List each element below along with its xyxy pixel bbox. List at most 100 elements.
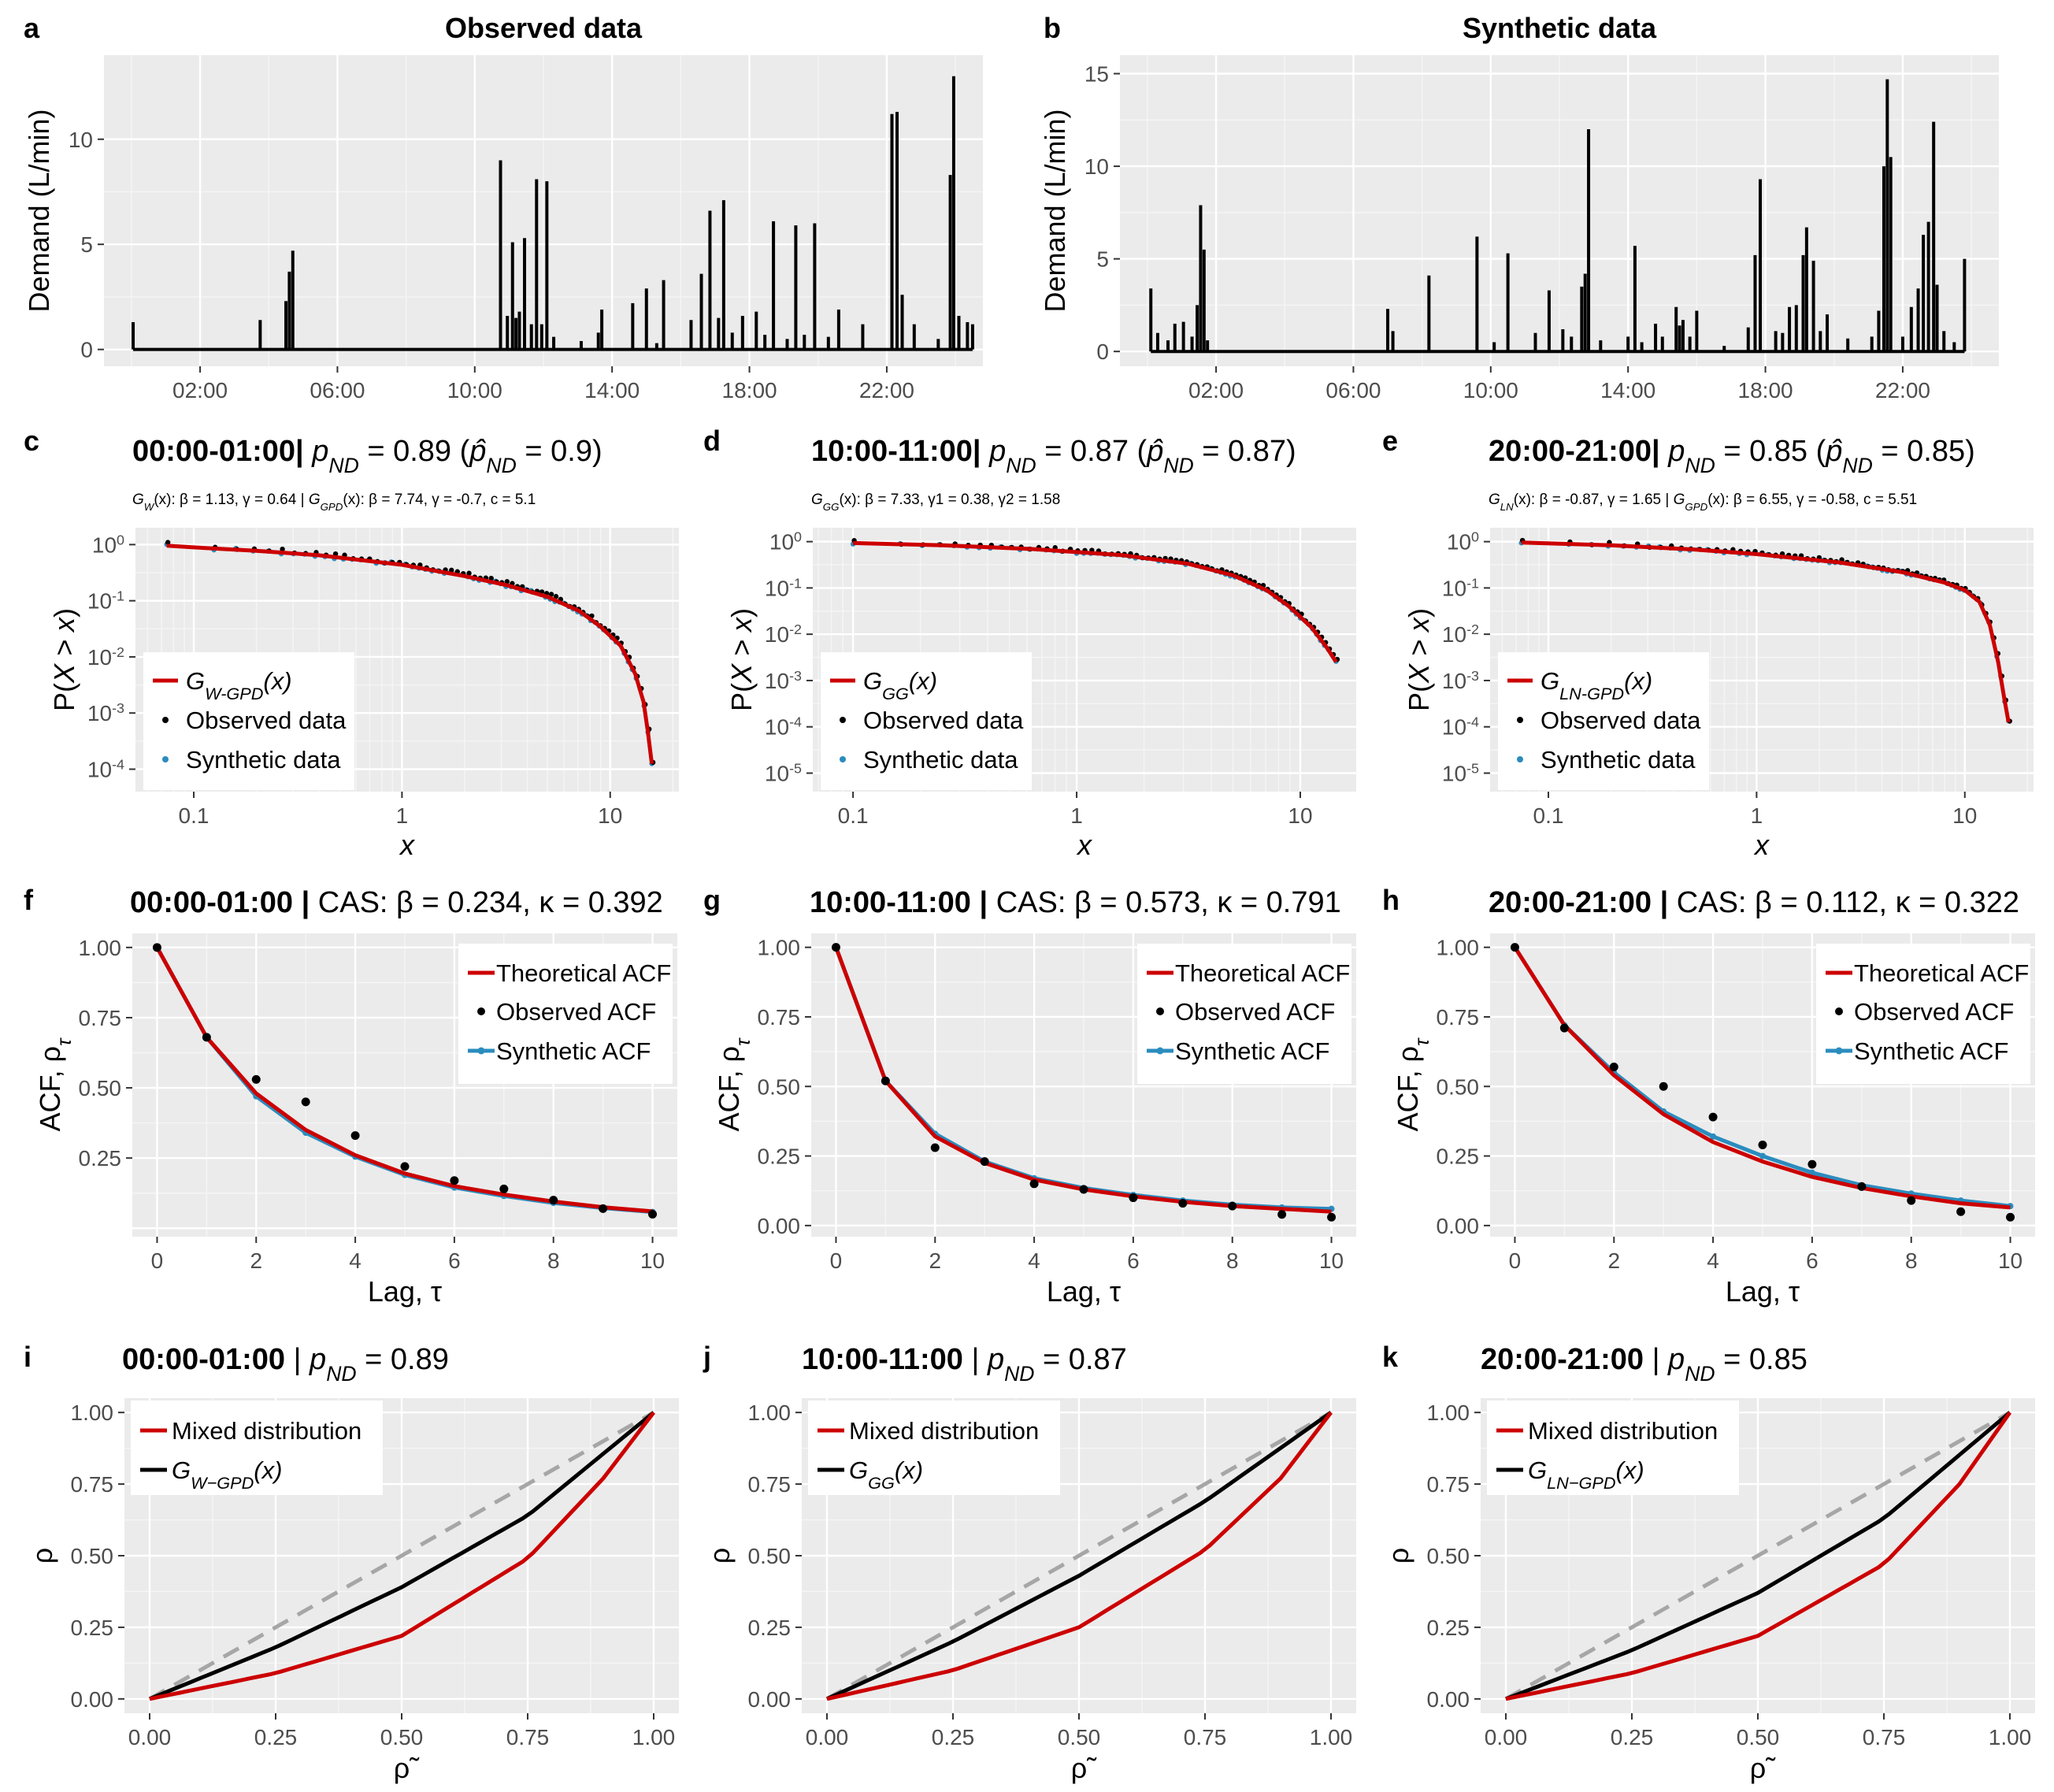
y-axis-label: P(X > x) bbox=[48, 608, 80, 711]
y-tick-label: 0.00 bbox=[1437, 1214, 1480, 1238]
x-tick-label: 14:00 bbox=[1600, 378, 1655, 403]
legend-key-synthetic bbox=[1517, 756, 1523, 762]
y-tick-label: 0.00 bbox=[71, 1687, 114, 1712]
y-tick-label: 0.50 bbox=[79, 1076, 122, 1100]
x-axis-label: Lag, τ bbox=[1047, 1275, 1121, 1308]
x-tick-label: 10 bbox=[1319, 1248, 1344, 1273]
x-tick-label: 4 bbox=[1028, 1248, 1040, 1273]
y-tick-label: 0.25 bbox=[71, 1616, 114, 1640]
legend-curve-g: G bbox=[863, 667, 882, 695]
subtitle-g: G bbox=[811, 492, 823, 508]
y-tick-label: 0.50 bbox=[71, 1544, 114, 1568]
legend-box bbox=[131, 1401, 383, 1495]
x-tick-label: 0.00 bbox=[1485, 1725, 1528, 1749]
x-tick-label: 1 bbox=[1751, 803, 1763, 828]
y-tick-exponent: -5 bbox=[1466, 760, 1479, 776]
title-p-value: = 0.87 bbox=[1035, 1343, 1127, 1376]
panel-h-observed-acf-point bbox=[1956, 1207, 1966, 1216]
chart-subtitle: GW(x): β = 1.13, γ = 0.64 | GGPD(x): β =… bbox=[132, 492, 536, 513]
y-axis-label: P(X > x) bbox=[1403, 608, 1435, 711]
x-tick-label: 0.1 bbox=[1533, 803, 1564, 828]
panel-letter: i bbox=[24, 1341, 32, 1373]
title-space bbox=[981, 435, 990, 468]
x-tick-label: 0.75 bbox=[1184, 1725, 1227, 1749]
y-tick-label: 0.50 bbox=[71, 1544, 114, 1568]
title-p-value: = 0.85 bbox=[1715, 1343, 1807, 1376]
title-time-range: 20:00-21:00 | bbox=[1489, 886, 1668, 919]
chart-subtitle: GGG(x): β = 7.33, γ1 = 0.38, γ2 = 1.58 bbox=[811, 492, 1060, 513]
y-tick-label: 0 bbox=[80, 338, 93, 362]
panel-j-identity-line bbox=[825, 1411, 1333, 1701]
panel-g-observed-acf-point bbox=[1079, 1185, 1088, 1194]
panel-g-observed-acf-point bbox=[1277, 1210, 1287, 1219]
panel-h-observed-acf-point bbox=[1907, 1196, 1916, 1205]
x-tick-label: 10 bbox=[1952, 803, 1977, 828]
y-tick-label: 5 bbox=[80, 232, 93, 257]
x-tick-label: 10:00 bbox=[1463, 378, 1518, 403]
x-tick-label: 8 bbox=[1905, 1248, 1918, 1273]
x-tick-label: 10:00 bbox=[447, 378, 502, 403]
x-axis-label: Lag, τ bbox=[368, 1275, 442, 1308]
y-axis-label: ACF, ρτ bbox=[1392, 1037, 1433, 1132]
y-tick-exponent: -2 bbox=[112, 644, 124, 660]
x-tick-label: 0.25 bbox=[254, 1725, 298, 1749]
chart-title: 00:00-01:00| pND = 0.89 (p̂ND = 0.9) bbox=[132, 435, 602, 477]
panel-f-theoretical-acf-line bbox=[155, 946, 653, 1214]
legend-g-rest: (x) bbox=[254, 1456, 282, 1484]
panel-h-observed-acf-point bbox=[1857, 1182, 1867, 1191]
panel-f-observed-acf-point bbox=[301, 1097, 310, 1107]
panel-letter: e bbox=[1382, 425, 1398, 457]
y-tick-label: 0.00 bbox=[71, 1687, 114, 1712]
x-tick-label: 0 bbox=[1509, 1248, 1522, 1273]
y-tick-label: 1.00 bbox=[748, 1401, 792, 1425]
title-p-sub: ND bbox=[1006, 454, 1036, 477]
y-axis-label: Demand (L/min) bbox=[1039, 109, 1071, 312]
legend-label-g: GGG(x) bbox=[849, 1456, 923, 1493]
x-tick-label: 14:00 bbox=[1600, 378, 1655, 403]
chart-title: 00:00-01:00 | CAS: β = 0.234, κ = 0.392 bbox=[130, 886, 663, 919]
legend-g-sub: LN−GPD bbox=[1547, 1473, 1615, 1493]
legend-label-observed: Observed ACF bbox=[1175, 998, 1335, 1026]
panel-c-observed-point bbox=[553, 594, 559, 599]
x-tick-label: 1.00 bbox=[632, 1725, 676, 1749]
chart-title: 10:00-11:00| pND = 0.87 (p̂ND = 0.87) bbox=[811, 435, 1296, 477]
title-time-range: 10:00-11:00| bbox=[811, 435, 981, 468]
x-tick-label: 0.00 bbox=[806, 1725, 849, 1749]
y-axis-label: P(X > x) bbox=[725, 608, 758, 711]
legend-key-observed bbox=[1517, 717, 1523, 723]
legend-box bbox=[821, 652, 1032, 790]
y-axis-label: Demand (L/min) bbox=[23, 109, 55, 312]
y-tick-label: 1.00 bbox=[1427, 1401, 1470, 1425]
x-tick-label: 2 bbox=[250, 1248, 262, 1273]
x-tick-label: 18:00 bbox=[1738, 378, 1793, 403]
y-tick-label: 1.00 bbox=[79, 936, 122, 960]
legend-key-synthetic-point bbox=[1156, 1047, 1164, 1055]
legend-label-curve: GLN-GPD(x) bbox=[1540, 667, 1652, 703]
panel-f-observed-acf-point bbox=[152, 943, 161, 952]
y-tick-base: 10 bbox=[92, 532, 117, 557]
legend-g-rest: (x) bbox=[1616, 1456, 1644, 1484]
x-tick-label: 8 bbox=[1905, 1248, 1918, 1273]
y-tick-label: 10-3 bbox=[765, 668, 802, 693]
title-p-value: = 0.89 bbox=[357, 1343, 449, 1376]
x-tick-label: 22:00 bbox=[859, 378, 914, 403]
legend-label-synthetic: Synthetic data bbox=[186, 746, 341, 774]
y-tick-label: 0.50 bbox=[1427, 1544, 1470, 1568]
x-tick-label: 2 bbox=[1607, 1248, 1620, 1273]
x-axis-label: ρ̃ bbox=[1750, 1752, 1776, 1784]
y-tick-label: 15 bbox=[1084, 62, 1109, 87]
legend-label-observed: Observed data bbox=[1540, 707, 1701, 734]
title-p-sub: ND bbox=[1004, 1362, 1034, 1386]
subtitle-params: (x): β = 1.13, γ = 0.64 | bbox=[154, 492, 308, 508]
y-tick-base: 10 bbox=[765, 715, 789, 740]
y-axis-label: Demand (L/min) bbox=[1039, 109, 1071, 312]
legend-label-mixed: Mixed distribution bbox=[1528, 1417, 1718, 1445]
legend-label-observed: Observed data bbox=[863, 707, 1024, 734]
legend-key-synthetic-point bbox=[477, 1047, 485, 1055]
panel-letter: d bbox=[703, 425, 721, 457]
panel-letter: a bbox=[24, 12, 40, 44]
y-tick-label: 0 bbox=[1096, 339, 1109, 364]
legend-key-observed bbox=[477, 1007, 485, 1015]
y-tick-base: 10 bbox=[87, 589, 112, 614]
y-tick-label: 1.00 bbox=[1437, 936, 1480, 960]
